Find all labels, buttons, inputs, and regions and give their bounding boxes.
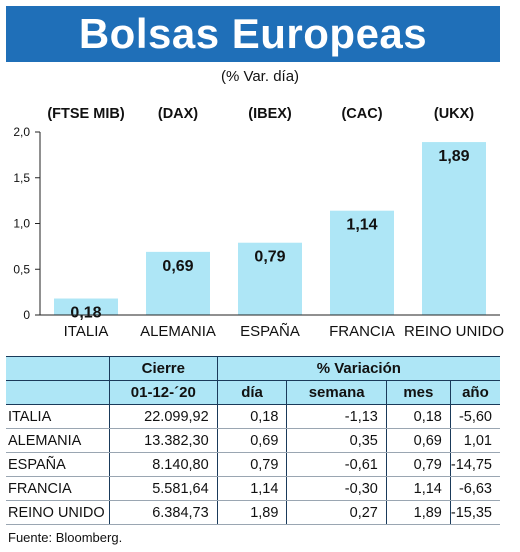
row-dia: 1,14 [216,476,287,501]
row-dia: 1,89 [216,500,287,525]
row-country: ESPAÑA [6,452,110,477]
bar-value-label: 0,18 [70,305,101,322]
row-anio: 1,01 [449,428,500,453]
bar [146,251,210,315]
row-semana: -0,30 [286,476,387,501]
row-anio: -5,60 [449,404,500,429]
row-semana: 0,27 [286,500,387,525]
row-dia: 0,69 [216,428,287,453]
y-tick-label: 1,0 [13,217,30,231]
row-cierre: 6.384,73 [108,500,218,525]
row-cierre: 22.099,92 [108,404,218,429]
row-mes: 1,89 [385,500,451,525]
row-semana: 0,35 [286,428,387,453]
index-label: (IBEX) [248,106,292,122]
header-anio: año [449,380,500,405]
row-cierre: 5.581,64 [108,476,218,501]
y-tick-label: 2,0 [13,125,30,139]
row-anio: -14,75 [449,452,500,477]
x-tick-label: ALEMANIA [140,323,216,340]
bar [238,242,302,315]
table-row: FRANCIA 5.581,64 1,14 -0,30 1,14 -6,63 [6,476,500,501]
header-variacion: % Variación [216,356,500,381]
header-dia: día [216,380,287,405]
table-row: ALEMANIA 13.382,30 0,69 0,35 0,69 1,01 [6,428,500,453]
row-country: REINO UNIDO [6,500,110,525]
table-row: ESPAÑA 8.140,80 0,79 -0,61 0,79 -14,75 [6,452,500,477]
row-country: ITALIA [6,404,110,429]
row-mes: 1,14 [385,476,451,501]
row-semana: -1,13 [286,404,387,429]
y-tick-label: 0 [23,308,30,322]
y-tick-label: 0,5 [13,262,30,276]
row-mes: 0,69 [385,428,451,453]
x-tick-label: ITALIA [64,323,109,340]
table-body: ITALIA 22.099,92 0,18 -1,13 0,18 -5,60 ALEMANI… [6,404,500,525]
header-date: 01-12-´20 [108,380,218,405]
header-cierre: Cierre [108,356,218,381]
bar [54,298,118,315]
title-banner: Bolsas Europeas [6,6,500,62]
row-semana: -0,61 [286,452,387,477]
y-tick-label: 1,5 [13,171,30,185]
row-mes: 0,18 [385,404,451,429]
subheader-blank [6,380,110,405]
table-row: REINO UNIDO 6.384,73 1,89 0,27 1,89 -15,35 [6,500,500,525]
row-dia: 0,18 [216,404,287,429]
header-mes: mes [385,380,451,405]
row-country: FRANCIA [6,476,110,501]
bar-value-label: 0,79 [254,249,285,266]
x-tick-label: ESPAÑA [240,323,300,340]
row-anio: -6,63 [449,476,500,501]
row-anio: -15,35 [449,500,500,525]
source-note: Fuente: Bloomberg. [8,530,123,545]
index-label: (UKX) [434,106,474,122]
page-title: Bolsas Europeas [78,10,428,57]
row-cierre: 13.382,30 [108,428,218,453]
header-blank [6,356,110,381]
row-mes: 0,79 [385,452,451,477]
table-header-row: Cierre % Variación [6,356,500,381]
x-tick-label: REINO UNIDO [404,323,504,340]
x-tick-label: FRANCIA [329,323,395,340]
index-label: (FTSE MIB) [47,106,124,122]
bar [422,142,486,315]
index-label: (DAX) [158,106,198,122]
bar-value-label: 0,69 [162,258,193,275]
table-row: ITALIA 22.099,92 0,18 -1,13 0,18 -5,60 [6,404,500,429]
index-label: (CAC) [341,106,382,122]
row-dia: 0,79 [216,452,287,477]
table-subheader-row: 01-12-´20 día semana mes año [6,380,500,405]
bar [330,210,394,315]
chart-subtitle: (% Var. día) [220,68,300,85]
header-semana: semana [286,380,387,405]
row-cierre: 8.140,80 [108,452,218,477]
bar-value-label: 1,89 [438,148,469,165]
bar-value-label: 1,14 [346,217,377,234]
row-country: ALEMANIA [6,428,110,453]
data-table: Cierre % Variación 01-12-´20 día semana … [6,356,500,525]
